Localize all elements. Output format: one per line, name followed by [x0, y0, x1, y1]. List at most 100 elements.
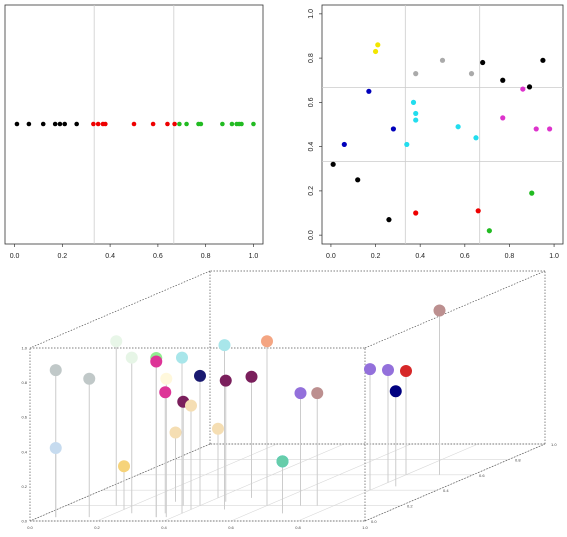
data-point — [547, 126, 553, 132]
data-point — [150, 121, 156, 127]
data-point — [160, 372, 173, 385]
data-point — [118, 460, 130, 473]
data-point — [468, 71, 475, 77]
data-point — [473, 135, 479, 141]
data-point — [172, 121, 177, 127]
y-tick-label: 0.4 — [443, 488, 449, 493]
data-point — [212, 422, 224, 435]
plot-frame — [321, 4, 564, 245]
data-point — [184, 121, 189, 127]
data-point — [125, 351, 138, 364]
data-point — [413, 110, 419, 117]
x-tick-label: 0.6 — [228, 525, 234, 530]
data-point — [194, 369, 206, 382]
data-point — [330, 161, 336, 167]
y-tick-label: 0.8 — [308, 53, 315, 63]
data-point — [526, 84, 533, 90]
data-point — [389, 385, 402, 398]
z-tick-label: 0.0 — [21, 519, 27, 524]
data-point — [413, 71, 419, 77]
data-point — [261, 335, 273, 348]
scatter-plot-panel: 0.0 0.2 0.4 0.6 0.8 1.0 0.0 0.2 0.4 0.6 0.8 1.0 — [308, 4, 564, 260]
data-point — [404, 141, 410, 148]
x-tick-label: 0.2 — [371, 253, 381, 260]
x-tick-label: 0.0 — [326, 253, 336, 260]
plot-frame — [4, 4, 264, 245]
y-tick-label: 0.0 — [308, 230, 315, 240]
x-tick-label: 0.8 — [201, 253, 211, 260]
data-point — [520, 86, 526, 92]
data-point — [341, 141, 347, 148]
data-point — [251, 121, 256, 127]
scatter-3d-panel: 0.0 0.2 0.4 0.6 0.8 1.00.00.20.40.60.81.00.00… — [21, 270, 557, 530]
x-tick-label: 0.8 — [295, 525, 301, 530]
x-tick-label: 1.0 — [362, 525, 368, 530]
data-point — [91, 121, 96, 127]
data-point — [433, 304, 446, 317]
z-tick-label: 0.2 — [21, 484, 27, 489]
box-edge — [364, 270, 546, 349]
x-tick-label: 0.2 — [57, 253, 67, 260]
data-point — [239, 121, 244, 127]
z-tick-label: 0.4 — [21, 449, 27, 454]
data-point — [52, 121, 58, 127]
data-point — [386, 217, 392, 223]
z-tick-label: 0.6 — [21, 415, 27, 420]
y-tick-label: 0.4 — [308, 142, 315, 152]
data-point — [455, 124, 461, 130]
x-tick-label: 0.2 — [94, 525, 100, 530]
data-point — [410, 99, 417, 105]
data-point — [110, 335, 123, 348]
data-point — [540, 57, 546, 63]
data-point — [294, 387, 307, 400]
data-point — [245, 370, 258, 383]
y-tick-label: 1.0 — [551, 442, 557, 447]
x-tick-label: 0.4 — [105, 253, 115, 260]
data-point — [372, 48, 379, 55]
strip-plot-panel: 0.0 0.2 0.4 0.6 0.8 1.0 — [4, 4, 264, 260]
data-point — [95, 121, 101, 127]
data-point — [400, 365, 412, 377]
y-tick-label: 0.2 — [308, 186, 315, 196]
z-tick-label: 0.8 — [21, 380, 27, 385]
box-edge — [29, 270, 211, 349]
x-tick-label: 0.4 — [161, 525, 167, 530]
data-point — [475, 208, 481, 214]
data-point — [49, 441, 62, 454]
data-point — [57, 121, 63, 127]
x-tick-label: 0.6 — [460, 253, 470, 260]
data-point — [219, 374, 232, 387]
data-point — [229, 121, 235, 127]
x-tick-label: 0.6 — [153, 253, 163, 260]
y-tick-label: 0.6 — [479, 473, 485, 478]
data-point — [486, 228, 492, 234]
data-point — [439, 57, 446, 63]
data-point — [169, 426, 182, 439]
data-point — [375, 42, 381, 48]
x-tick-label: 0.0 — [27, 525, 33, 530]
x-tick-label: 1.0 — [549, 253, 559, 260]
x-tick-label: 1.0 — [249, 253, 259, 260]
z-tick-label: 1.0 — [21, 346, 27, 351]
data-point — [382, 364, 394, 377]
x-tick-label: 0.0 — [10, 253, 20, 260]
floor-grid-line — [96, 443, 278, 522]
data-point — [218, 339, 231, 352]
data-point — [185, 399, 197, 412]
data-point — [83, 372, 96, 385]
data-point — [14, 121, 20, 127]
data-point — [131, 121, 137, 127]
y-tick-label: 0.8 — [515, 457, 521, 462]
data-point — [103, 121, 108, 127]
data-point — [220, 121, 225, 127]
y-tick-label: 0.2 — [407, 504, 413, 509]
data-point — [364, 363, 376, 376]
data-point — [159, 386, 172, 399]
data-point — [413, 117, 419, 123]
data-point — [390, 126, 397, 132]
data-point — [62, 121, 68, 127]
x-tick-label: 0.4 — [415, 253, 425, 260]
data-point — [500, 115, 506, 121]
data-point — [480, 59, 486, 66]
